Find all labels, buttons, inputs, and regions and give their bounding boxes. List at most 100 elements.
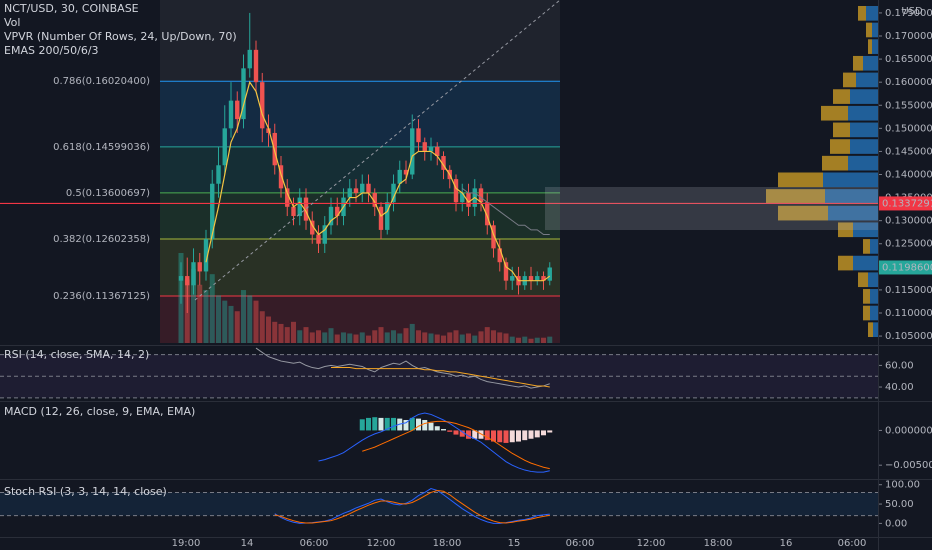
candle-body [422,142,427,152]
candle-body [303,197,309,221]
vpvr-down [778,172,823,188]
trend-line [194,0,561,301]
indicator-label: VPVR (Number Of Rows, 24, Up/Down, 70) [4,30,237,43]
candle-body [397,169,402,184]
volume-bar [234,311,240,343]
macd-histogram-bar [466,430,471,439]
level-band [0,492,878,516]
volume-bar [516,337,521,343]
price-tag [879,196,932,211]
vpvr-up [823,172,878,188]
candle-body [528,276,534,281]
vpvr-down [766,189,825,204]
macd-histogram-bar [497,430,503,443]
volume-bar [372,330,378,343]
vpvr-up [853,255,878,271]
volume-bar [259,311,265,343]
indicator-label: Vol [4,16,20,29]
candle-body [403,169,409,175]
volume-bar [197,284,203,343]
candle-body [485,202,490,226]
candle-body [310,220,315,235]
volume-bar [391,330,396,343]
candle-body [497,248,502,263]
indicator-line [318,412,550,473]
currency-label: USD [901,6,923,17]
candle-body [410,128,415,175]
volume-bar [353,334,359,343]
candle-body [466,192,471,207]
candle-body [197,262,202,272]
fib-band [160,296,560,343]
candle-body [460,192,465,203]
macd-histogram-bar [453,430,459,435]
value-area-box [545,187,878,230]
volume-bar [434,334,440,343]
vpvr-up [848,105,878,121]
x-tick-label: 16 [780,538,793,549]
volume-bar [347,333,353,343]
indicator-line [461,187,550,236]
volume-bar [334,334,340,343]
volume-bar [447,332,453,343]
vpvr-down [863,289,870,304]
macd-histogram-bar [359,419,365,431]
volume-bar [328,328,334,343]
volume-bar [366,335,371,343]
volume-bar [359,332,365,343]
volume-bar [409,323,415,343]
vpvr-down [853,55,863,71]
vpvr-up [872,22,878,38]
y-tick-label: 0.15500000 [885,100,932,111]
volume-bar [303,327,309,343]
volume-bar [484,327,490,343]
indicator-line [331,367,550,388]
candle-body [297,197,302,217]
vpvr-up [872,39,878,54]
volume-bar [266,316,271,343]
candle-body [328,206,334,226]
volume-bar [472,335,478,343]
volume-bar [522,336,528,343]
y-tick-label: 0.13000000 [885,216,932,227]
candle-body [191,262,196,286]
volume-bar [209,274,215,343]
vpvr-down [868,39,872,54]
volume-bar [222,300,228,343]
macd-histogram-bar [459,430,465,437]
pane-title: Stoch RSI (3, 3, 14, 14, close) [4,485,167,498]
volume-bar [528,338,534,343]
candle-body [510,276,515,281]
volume-bar [247,295,253,343]
candle-body [441,156,446,170]
vpvr-down [863,239,870,254]
volume-bar [291,321,296,343]
candle-body [535,276,540,281]
volume-bar [322,332,328,343]
volume-bar [416,330,421,343]
vpvr-up [870,289,878,304]
volume-bar [253,300,259,343]
macd-histogram-bar [422,419,428,431]
indicator-line [274,490,550,524]
volume-bar [241,290,246,343]
vpvr-up [828,205,878,221]
volume-bar [378,327,384,343]
volume-bar [191,268,196,343]
candle-body [316,234,321,244]
volume-bar [497,332,503,343]
y-tick-label: 0.15000000 [885,123,932,134]
volume-bar [284,327,290,343]
volume-bar [441,335,446,343]
volume-bar [422,332,428,343]
candle-body [547,267,552,281]
vpvr-up [853,222,878,238]
macd-histogram-bar [447,430,453,432]
fib-level-label: 0.5(0.13600697) [66,188,150,199]
vpvr-down [858,6,866,21]
macd-histogram-bar [403,419,409,431]
macd-histogram-bar [372,417,378,431]
volume-bar [309,332,315,343]
